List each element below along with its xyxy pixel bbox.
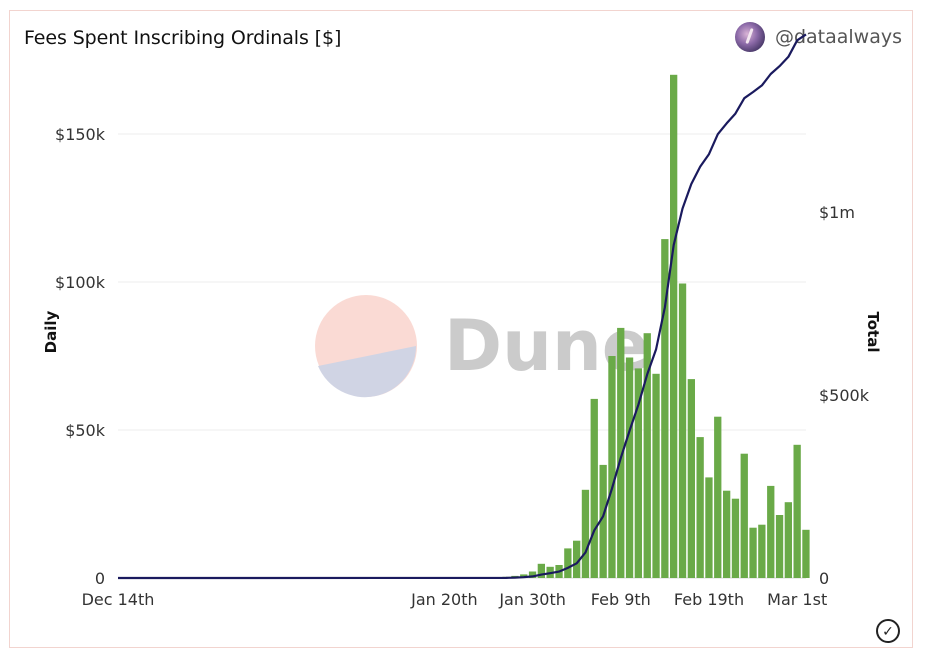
bar[interactable] xyxy=(581,489,590,578)
bar[interactable] xyxy=(528,571,537,579)
author-badge[interactable]: @dataalways xyxy=(734,22,902,52)
bar[interactable] xyxy=(652,373,660,578)
chart-title: Fees Spent Inscribing Ordinals [$] xyxy=(24,27,342,49)
bar[interactable] xyxy=(573,540,581,578)
bar[interactable] xyxy=(740,453,748,578)
bar[interactable] xyxy=(608,356,616,578)
bar[interactable] xyxy=(696,437,704,578)
x-tick-label: Jan 30th xyxy=(498,590,566,609)
x-tick-label: Feb 19th xyxy=(674,590,744,609)
x-tick-label: Mar 1st xyxy=(767,590,827,609)
bar[interactable] xyxy=(723,490,731,578)
right-tick-label: 0 xyxy=(819,569,829,588)
bar[interactable] xyxy=(758,524,766,578)
avatar[interactable] xyxy=(734,22,765,52)
cumulative-line xyxy=(117,33,807,580)
right-axis-label: Total xyxy=(864,312,882,353)
bar[interactable] xyxy=(661,239,669,578)
dune-logo-lower-icon xyxy=(318,346,417,398)
bar[interactable] xyxy=(784,502,792,578)
bar[interactable] xyxy=(599,464,607,578)
bar[interactable] xyxy=(793,444,801,578)
bar[interactable] xyxy=(537,563,545,578)
x-tick-label: Dec 14th xyxy=(82,590,155,609)
dune-watermark: Dune xyxy=(315,295,649,398)
right-axis-ticks: 0 $500k $1m xyxy=(819,203,870,588)
bar[interactable] xyxy=(670,74,678,579)
bar[interactable] xyxy=(775,515,784,578)
bar[interactable] xyxy=(678,283,687,579)
bar[interactable] xyxy=(731,498,740,578)
x-axis-ticks: Dec 14th Jan 20th Jan 30th Feb 9th Feb 19th M… xyxy=(82,590,828,609)
left-tick-label: $100k xyxy=(55,273,106,292)
bar[interactable] xyxy=(564,548,572,578)
author-handle[interactable]: @dataalways xyxy=(774,26,902,48)
left-tick-label: $50k xyxy=(65,421,106,440)
bar[interactable] xyxy=(687,379,695,578)
left-tick-label: $150k xyxy=(55,125,106,144)
left-axis-label: Daily xyxy=(42,310,60,353)
bar[interactable] xyxy=(714,416,722,578)
bar[interactable] xyxy=(802,529,810,578)
check-circle-icon[interactable]: ✓ xyxy=(876,619,900,643)
bar[interactable] xyxy=(625,357,634,579)
bar[interactable] xyxy=(749,527,757,578)
bar[interactable] xyxy=(617,327,625,578)
bar[interactable] xyxy=(767,485,775,578)
left-tick-label: 0 xyxy=(95,569,105,588)
bar[interactable] xyxy=(634,368,642,578)
x-tick-label: Feb 9th xyxy=(591,590,651,609)
bar[interactable] xyxy=(705,477,713,578)
bar[interactable] xyxy=(643,333,651,578)
bar[interactable] xyxy=(590,398,598,578)
right-tick-label: $500k xyxy=(819,386,870,405)
left-axis-ticks: 0 $50k $100k $150k xyxy=(55,125,106,588)
right-tick-label: $1m xyxy=(819,203,855,222)
x-tick-label: Jan 20th xyxy=(410,590,478,609)
dune-logo-icon xyxy=(315,295,417,397)
